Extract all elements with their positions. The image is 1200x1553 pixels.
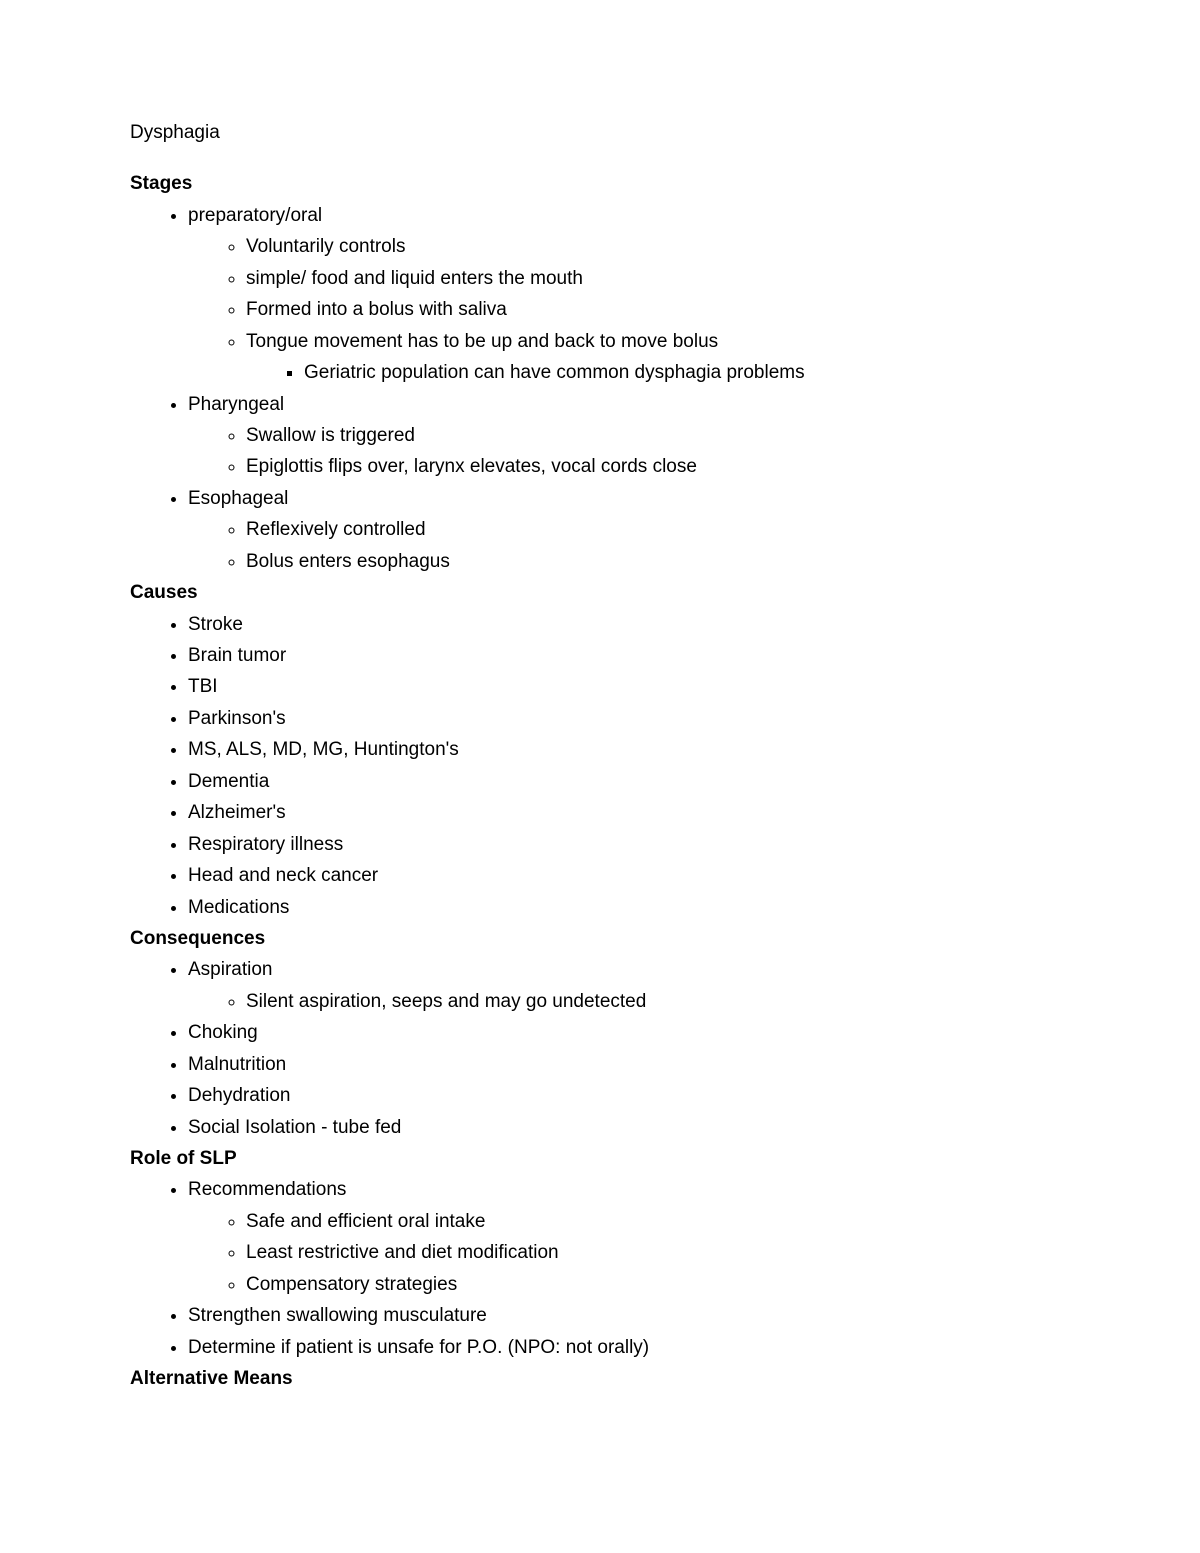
list-item: Medications (188, 893, 1100, 922)
heading-stages: Stages (130, 169, 1100, 198)
item-text: Aspiration (188, 959, 273, 980)
list-item: Epiglottis flips over, larynx elevates, … (246, 452, 1100, 481)
list-item: Respiratory illness (188, 830, 1100, 859)
list-item: Stroke (188, 610, 1100, 639)
list-item: Esophageal Reflexively controlled Bolus … (188, 484, 1100, 576)
list-item: Malnutrition (188, 1050, 1100, 1079)
list-item: Geriatric population can have common dys… (304, 358, 1100, 387)
list-stages: preparatory/oral Voluntarily controls si… (130, 201, 1100, 576)
list-item: Least restrictive and diet modification (246, 1238, 1100, 1267)
list-item: Formed into a bolus with saliva (246, 295, 1100, 324)
list-item: Swallow is triggered (246, 421, 1100, 450)
list-item: Social Isolation - tube fed (188, 1113, 1100, 1142)
list-item: preparatory/oral Voluntarily controls si… (188, 201, 1100, 388)
list-item: Determine if patient is unsafe for P.O. … (188, 1333, 1100, 1362)
list-item: Voluntarily controls (246, 232, 1100, 261)
list-item: Safe and efficient oral intake (246, 1207, 1100, 1236)
list-item: Parkinson's (188, 704, 1100, 733)
list-item: Alzheimer's (188, 798, 1100, 827)
list-item: Strengthen swallowing musculature (188, 1301, 1100, 1330)
list-item: Choking (188, 1018, 1100, 1047)
document-title: Dysphagia (130, 118, 1100, 147)
document-page: Dysphagia Stages preparatory/oral Volunt… (0, 0, 1200, 1553)
list-consequences: Aspiration Silent aspiration, seeps and … (130, 955, 1100, 1142)
item-text: Tongue movement has to be up and back to… (246, 331, 718, 352)
item-text: Esophageal (188, 488, 288, 509)
list-item: Bolus enters esophagus (246, 547, 1100, 576)
list-slp: Recommendations Safe and efficient oral … (130, 1175, 1100, 1362)
heading-slp: Role of SLP (130, 1144, 1100, 1173)
item-text: Recommendations (188, 1179, 346, 1200)
list-item: Compensatory strategies (246, 1270, 1100, 1299)
list-item: MS, ALS, MD, MG, Huntington's (188, 735, 1100, 764)
list-item: TBI (188, 672, 1100, 701)
heading-consequences: Consequences (130, 924, 1100, 953)
list-item: Reflexively controlled (246, 515, 1100, 544)
list-item: Brain tumor (188, 641, 1100, 670)
list-item: Recommendations Safe and efficient oral … (188, 1175, 1100, 1299)
list-causes: Stroke Brain tumor TBI Parkinson's MS, A… (130, 610, 1100, 922)
item-text: preparatory/oral (188, 205, 322, 226)
list-item: Aspiration Silent aspiration, seeps and … (188, 955, 1100, 1016)
list-item: simple/ food and liquid enters the mouth (246, 264, 1100, 293)
list-item: Pharyngeal Swallow is triggered Epiglott… (188, 390, 1100, 482)
heading-alt: Alternative Means (130, 1364, 1100, 1393)
list-item: Silent aspiration, seeps and may go unde… (246, 987, 1100, 1016)
heading-causes: Causes (130, 578, 1100, 607)
list-item: Head and neck cancer (188, 861, 1100, 890)
item-text: Pharyngeal (188, 394, 284, 415)
list-item: Dehydration (188, 1081, 1100, 1110)
list-item: Dementia (188, 767, 1100, 796)
list-item: Tongue movement has to be up and back to… (246, 327, 1100, 388)
